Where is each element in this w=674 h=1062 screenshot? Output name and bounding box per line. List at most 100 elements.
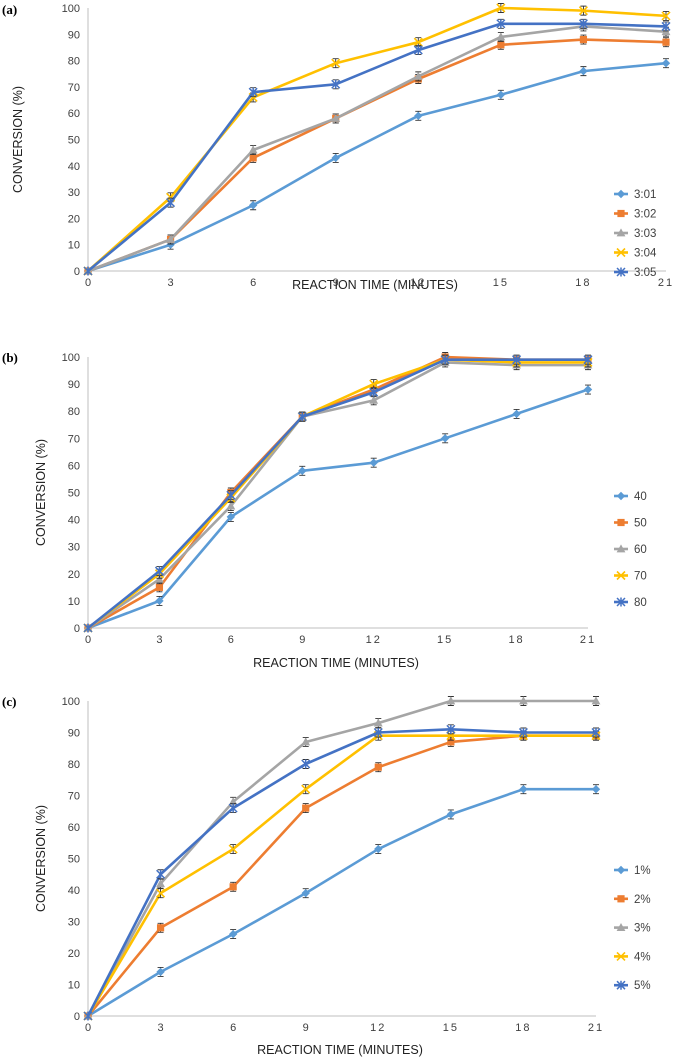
y-tick-label: 90: [68, 379, 80, 391]
legend-item: 3:01: [614, 189, 656, 201]
legend-item: 3%: [614, 923, 651, 935]
x-axis-title: REACTION TIME (MINUTES): [253, 656, 419, 670]
legend-swatch-marker: [617, 518, 625, 527]
legend: 3:01 3:02 3:03 3:04 3:05: [614, 189, 657, 279]
data-point: [497, 41, 505, 49]
data-point: [156, 967, 165, 977]
series-line: [87, 25, 667, 273]
series-5: [83, 724, 601, 1021]
series-5: [83, 354, 593, 633]
legend-swatch-marker: [616, 247, 626, 258]
data-point: [369, 395, 379, 404]
data-point: [518, 727, 528, 738]
legend-label: 5%: [634, 980, 651, 992]
y-tick-label: 20: [68, 569, 80, 581]
data-point: [578, 6, 588, 16]
y-tick-label: 80: [68, 759, 80, 771]
x-tick-label: 0: [85, 1022, 91, 1034]
data-point: [331, 113, 341, 122]
data-point: [414, 111, 423, 121]
data-point: [228, 929, 238, 939]
data-point: [579, 66, 588, 76]
data-point: [440, 355, 450, 365]
y-tick-label: 90: [68, 728, 80, 740]
x-tick-label: 21: [588, 1022, 604, 1034]
y-tick-label: 70: [68, 791, 80, 803]
legend-swatch-marker: [616, 951, 626, 961]
data-point: [519, 785, 528, 794]
data-point: [155, 596, 164, 606]
legend-swatch-marker: [616, 491, 626, 501]
data-point: [331, 58, 341, 68]
x-tick-label: 9: [299, 634, 305, 646]
data-point: [302, 804, 310, 812]
y-tick-label: 90: [68, 29, 80, 41]
y-tick-label: 0: [74, 1011, 80, 1023]
y-tick-label: 40: [68, 885, 80, 897]
x-tick-label: 9: [303, 1022, 309, 1034]
data-point: [413, 71, 423, 80]
y-tick-label: 20: [68, 213, 80, 225]
legend-label: 3:04: [634, 248, 657, 260]
y-tick-label: 60: [68, 108, 80, 120]
legend: 40 50 60 70 80: [614, 491, 647, 609]
legend-swatch-marker: [617, 209, 625, 218]
x-tick-label: 15: [443, 1022, 459, 1034]
legend-swatch-marker: [616, 865, 626, 875]
x-tick-label: 15: [437, 634, 453, 646]
y-tick-label: 70: [68, 433, 80, 445]
legend-swatch-marker: [616, 923, 626, 931]
data-point: [446, 810, 456, 819]
data-point: [512, 409, 521, 419]
legend-item: 3:05: [614, 267, 656, 279]
legend-label: 1%: [634, 865, 651, 877]
data-point: [83, 266, 93, 276]
chart-panel-1: (a) 0 10 20 30 40 50 60 70 80 90 100 0 3 6 9 12 15 18 21 CON…: [2, 2, 674, 292]
y-tick-label: 80: [68, 56, 80, 68]
data-point: [374, 844, 383, 854]
series-line: [87, 61, 667, 273]
x-tick-label: 0: [85, 634, 91, 646]
data-point: [447, 738, 455, 746]
data-point: [156, 924, 165, 932]
legend-label: 4%: [634, 951, 651, 963]
data-point: [446, 696, 456, 705]
x-tick-label: 18: [575, 277, 591, 289]
x-tick-label: 3: [156, 634, 162, 646]
x-tick-label: 3: [168, 277, 174, 289]
series-5: [83, 18, 671, 276]
data-point: [374, 763, 382, 771]
y-tick-label: 10: [68, 980, 80, 992]
data-point: [661, 59, 671, 68]
x-axis-title: REACTION TIME (MINUTES): [292, 278, 458, 292]
x-tick-label: 0: [85, 277, 91, 289]
series-line: [87, 361, 588, 630]
data-point: [496, 90, 506, 99]
data-point: [83, 1011, 93, 1021]
legend-item: 4%: [614, 951, 651, 963]
series-line: [86, 699, 596, 1017]
y-axis-title: CONVERSION (%): [34, 805, 48, 912]
data-point: [301, 759, 311, 769]
data-point: [373, 727, 383, 738]
y-tick-label: 70: [68, 82, 80, 94]
legend-swatch-marker: [617, 895, 625, 903]
y-tick-label: 60: [68, 460, 80, 472]
legend-swatch-marker: [616, 544, 626, 553]
x-tick-label: 21: [658, 277, 674, 289]
legend-label: 3:05: [634, 267, 656, 279]
x-axis-title: REACTION TIME (MINUTES): [257, 1043, 423, 1057]
data-point: [579, 35, 588, 44]
data-point: [591, 785, 601, 794]
legend-label: 3:03: [634, 228, 656, 240]
data-point: [301, 784, 311, 794]
y-tick-label: 60: [68, 822, 80, 834]
data-point: [440, 434, 450, 443]
data-point: [369, 387, 379, 397]
y-axis-title: CONVERSION (%): [11, 86, 25, 193]
panel-label: (b): [2, 350, 18, 365]
data-point: [578, 19, 588, 29]
data-point: [369, 379, 379, 389]
data-point: [583, 385, 593, 394]
